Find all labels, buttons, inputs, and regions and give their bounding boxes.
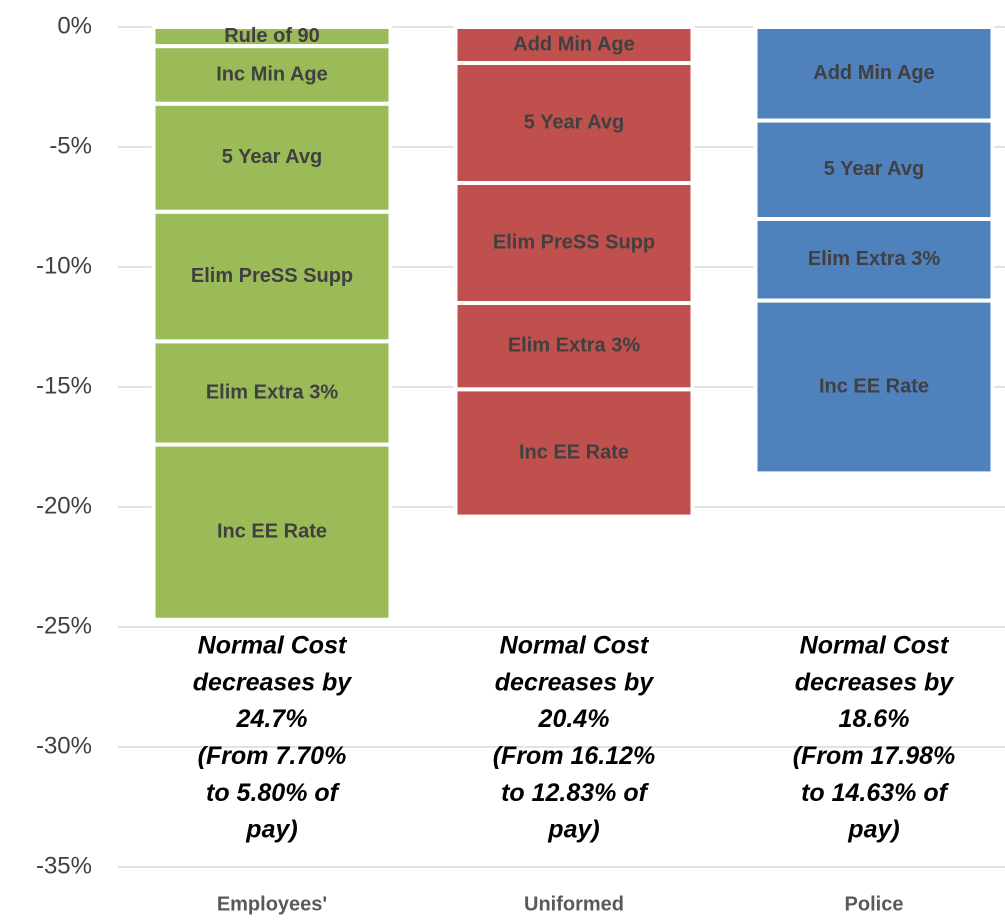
annotation-line: pay): [847, 816, 899, 844]
annotation-line: decreases by: [193, 668, 353, 696]
bar-segment: [453, 181, 695, 305]
y-tick-label: -10%: [36, 252, 92, 279]
bar-segment: [151, 101, 393, 214]
bar-segment: [453, 61, 695, 185]
annotation-line: to 14.63% of: [801, 779, 950, 807]
segment-label: Inc Min Age: [216, 63, 327, 85]
segment-label: 5 Year Avg: [824, 158, 924, 180]
bar-segment: [151, 339, 393, 447]
y-tick-label: -5%: [49, 132, 92, 159]
segment-label: Add Min Age: [813, 62, 934, 84]
segment-label: Elim PreSS Supp: [191, 265, 353, 287]
segment-label: Elim Extra 3%: [808, 248, 941, 270]
segment-label: Inc EE Rate: [519, 441, 629, 463]
bar-segment: [453, 301, 695, 392]
annotation-line: Normal Cost: [500, 632, 650, 660]
bar-segment: [151, 44, 393, 106]
y-tick-label: -35%: [36, 852, 92, 879]
segment-label: Add Min Age: [513, 33, 634, 55]
segment-label: Inc EE Rate: [217, 520, 327, 542]
x-tick-label: Police: [845, 893, 904, 915]
segment-label: 5 Year Avg: [222, 146, 322, 168]
x-tick-label: Employees': [217, 893, 327, 915]
segment-label: Inc EE Rate: [819, 375, 929, 397]
y-tick-label: -20%: [36, 492, 92, 519]
annotation-line: 18.6%: [839, 705, 910, 733]
bar-segment: [753, 118, 995, 221]
annotation-line: 24.7%: [236, 705, 308, 733]
bar-segment: [151, 209, 393, 344]
annotation-line: Normal Cost: [198, 632, 348, 660]
bar-segment: [753, 298, 995, 476]
annotation-line: 20.4%: [538, 705, 610, 733]
y-tick-label: 0%: [57, 12, 92, 39]
annotation-line: pay): [547, 816, 599, 844]
annotation-line: (From 7.70%: [198, 742, 347, 770]
segment-label: Elim Extra 3%: [508, 334, 641, 356]
annotation-line: pay): [245, 816, 297, 844]
segment-label: Rule of 90: [224, 25, 320, 47]
y-tick-label: -15%: [36, 372, 92, 399]
segment-label: Elim Extra 3%: [206, 381, 339, 403]
annotation-line: to 5.80% of: [206, 779, 341, 807]
y-tick-label: -25%: [36, 612, 92, 639]
annotation-line: Normal Cost: [800, 632, 950, 660]
bar-segment: [753, 217, 995, 303]
annotation-line: (From 17.98%: [793, 742, 956, 770]
bar-segment: [151, 442, 393, 622]
bar-segment: [453, 387, 695, 519]
annotation-line: decreases by: [495, 668, 655, 696]
annotation-line: (From 16.12%: [493, 742, 656, 770]
segment-label: Elim PreSS Supp: [493, 231, 655, 253]
x-tick-label: Uniformed: [524, 893, 624, 915]
bar-segment: [753, 25, 995, 123]
y-tick-label: -30%: [36, 732, 92, 759]
annotation-line: to 12.83% of: [501, 779, 650, 807]
segment-label: 5 Year Avg: [524, 111, 624, 133]
annotation-line: decreases by: [795, 668, 955, 696]
